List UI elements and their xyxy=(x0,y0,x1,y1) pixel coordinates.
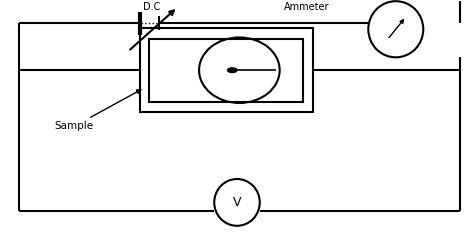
Text: V: V xyxy=(233,196,241,209)
Bar xyxy=(149,39,303,102)
Text: Ammeter: Ammeter xyxy=(284,2,329,12)
Text: Sample: Sample xyxy=(55,90,141,131)
Circle shape xyxy=(228,68,237,73)
Text: D.C: D.C xyxy=(143,2,160,12)
Bar xyxy=(140,28,313,112)
